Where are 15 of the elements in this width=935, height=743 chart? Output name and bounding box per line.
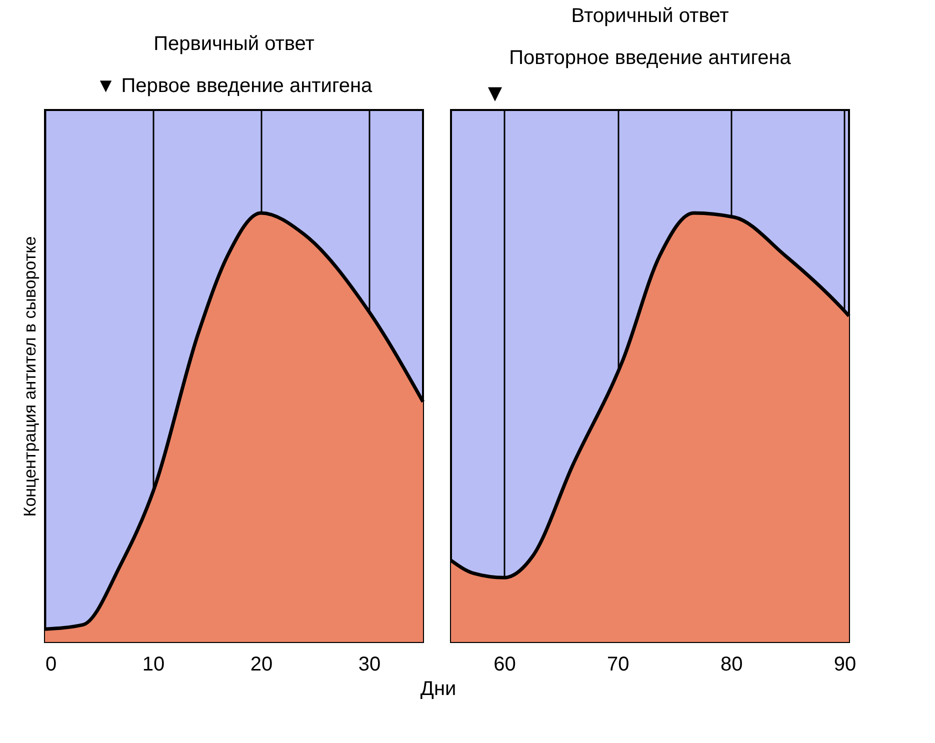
x-tick-label: 80 [720, 654, 743, 676]
x-tick-label: 70 [607, 654, 630, 676]
x-tick-label: 60 [494, 654, 516, 676]
x-tick-label: 30 [358, 654, 381, 676]
x-tick-label: 10 [142, 654, 165, 676]
text: Повторное введение антигена [509, 47, 792, 69]
x-tick-label: 90 [834, 654, 856, 676]
chart-title: Первичный ответ [154, 33, 314, 55]
text: ▼ Первое введение антигена [96, 75, 373, 97]
text: ▼ [483, 80, 507, 107]
x-tick-label: 20 [250, 654, 273, 676]
y-axis-title: Концентрация антител в сыворотке [20, 236, 40, 517]
x-tick-label: 0 [46, 654, 57, 676]
x-axis-title: Дни [420, 678, 456, 700]
chart-title: Вторичный ответ [571, 5, 729, 27]
